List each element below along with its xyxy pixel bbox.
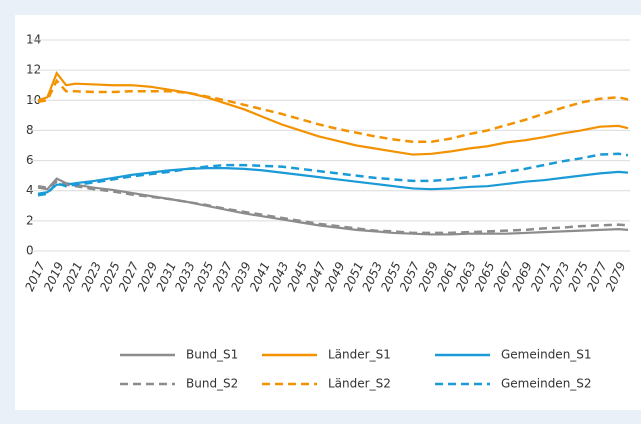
legend-label: Bund_S1 — [186, 348, 238, 362]
series-line — [37, 152, 629, 197]
y-tick-label: 6 — [26, 153, 34, 167]
y-tick-label: 4 — [26, 183, 34, 197]
series-line — [37, 177, 629, 236]
plot-background — [15, 15, 641, 410]
legend-label: Länder_S2 — [328, 377, 391, 391]
legend-label: Gemeinden_S1 — [501, 348, 592, 362]
legend-label: Gemeinden_S2 — [501, 377, 592, 391]
legend-label: Bund_S2 — [186, 377, 238, 391]
series-line — [37, 180, 629, 235]
series-line — [37, 78, 629, 143]
y-tick-label: 8 — [26, 123, 34, 137]
y-tick-label: 2 — [26, 213, 34, 227]
legend-label: Länder_S1 — [328, 348, 391, 362]
series-line — [37, 70, 629, 156]
series-line — [37, 167, 629, 195]
y-tick-label: 0 — [26, 244, 34, 258]
